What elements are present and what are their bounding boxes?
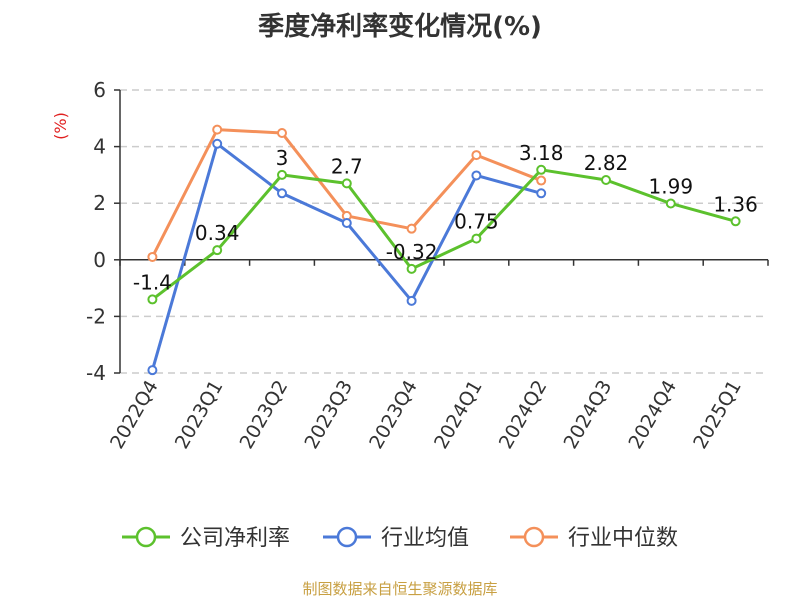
chart-title: 季度净利率变化情况(%): [258, 12, 542, 42]
data-point: [277, 169, 287, 180]
x-tick-label: 2023Q3: [300, 377, 357, 453]
data-label: 3: [276, 146, 289, 170]
legend-marker: [135, 526, 157, 548]
legend-marker: [336, 526, 358, 548]
legend-marker: [523, 526, 545, 548]
x-tick-label: 2023Q1: [171, 377, 228, 453]
data-point: [730, 216, 741, 227]
data-label: 1.99: [649, 174, 694, 198]
legend-label: 行业均值: [381, 526, 469, 551]
y-tick-label: 2: [93, 191, 106, 215]
source-note: 制图数据来自恒生聚源数据库: [302, 580, 498, 598]
data-point: [471, 170, 482, 181]
data-point: [212, 138, 223, 149]
data-labels: -1.4 0.34 3 2.7 -0.32 0.75 3.18 2.82 1.99 1.36: [133, 141, 758, 295]
x-tick-label: 2022Q4: [106, 377, 163, 453]
data-point: [536, 175, 547, 186]
x-tick-label: 2024Q1: [430, 377, 487, 453]
data-label: 2.7: [331, 154, 363, 178]
data-point: [147, 294, 158, 305]
y-tick-label: 4: [93, 135, 106, 159]
data-point: [406, 263, 417, 274]
y-tick-label: 6: [93, 78, 106, 102]
data-point: [536, 188, 547, 199]
data-point: [536, 164, 547, 175]
data-label: -0.32: [386, 240, 438, 264]
x-tick-label: 2024Q3: [560, 377, 617, 453]
legend: 公司净利率 行业均值 行业中位数: [122, 526, 678, 551]
x-tick-label: 2025Q1: [689, 377, 746, 453]
data-point: [471, 150, 482, 161]
gridlines: [120, 89, 768, 374]
x-tick-label: 2024Q4: [624, 377, 681, 453]
data-point: [471, 233, 482, 244]
data-label: 3.18: [519, 141, 564, 165]
legend-label: 行业中位数: [568, 526, 678, 551]
x-tick-label: 2023Q4: [365, 377, 422, 453]
data-point: [341, 178, 352, 189]
data-point: [212, 124, 223, 135]
data-point: [665, 198, 676, 209]
data-point: [147, 251, 158, 262]
data-point: [341, 218, 352, 229]
data-point: [601, 174, 611, 185]
data-label: 0.75: [454, 210, 499, 234]
data-point: [147, 365, 158, 376]
series-lines: [147, 124, 741, 376]
data-point: [406, 223, 417, 234]
data-label: 2.82: [584, 151, 629, 175]
legend-label: 公司净利率: [180, 526, 290, 551]
y-tick-label: -4: [86, 361, 106, 385]
x-tick-label: 2024Q2: [495, 377, 552, 453]
data-point: [277, 128, 287, 139]
data-point: [212, 245, 223, 256]
series-line: [151, 168, 736, 301]
data-label: 1.36: [713, 192, 758, 216]
y-axis-label: (%): [51, 112, 70, 140]
x-tick-label: 2023Q2: [236, 377, 293, 453]
data-point: [277, 188, 287, 199]
data-point: [406, 295, 417, 306]
data-label: -1.4: [133, 270, 172, 294]
y-tick-label: -2: [86, 304, 106, 328]
y-tick-label: 0: [93, 248, 106, 272]
data-label: 0.34: [195, 221, 240, 245]
